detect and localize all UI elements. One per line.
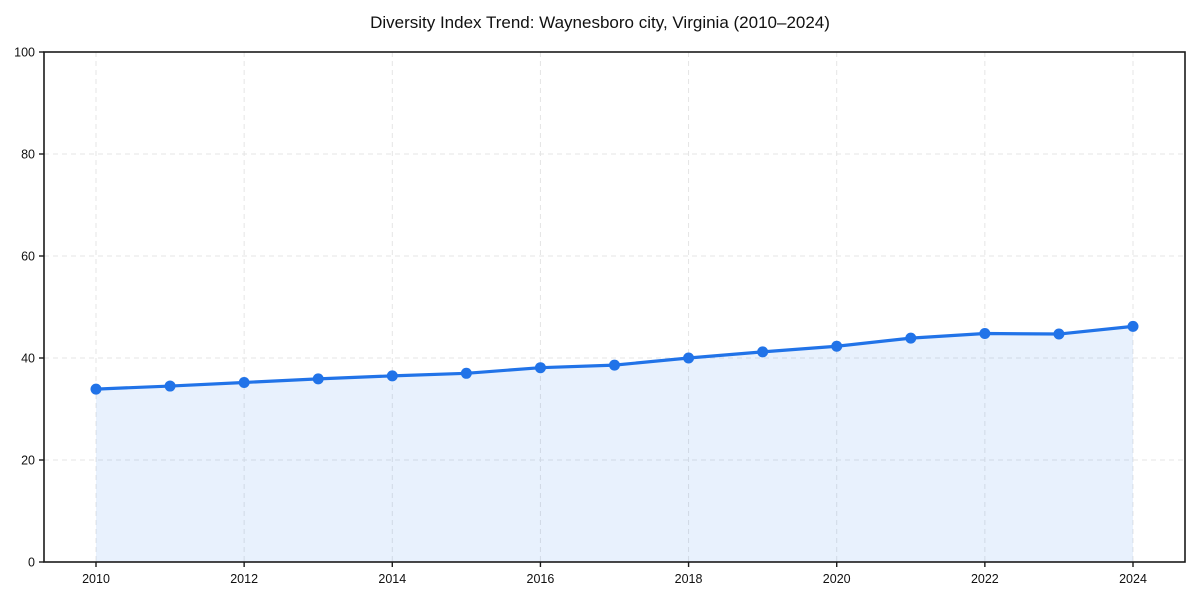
data-point-marker — [534, 362, 546, 374]
x-tick-label: 2012 — [230, 572, 258, 586]
area-fill — [96, 326, 1133, 562]
y-tick-label: 40 — [21, 352, 35, 366]
data-point-marker — [1053, 328, 1065, 340]
data-point-marker — [683, 352, 695, 364]
y-tick-label: 20 — [21, 454, 35, 468]
y-tick-label: 80 — [21, 148, 35, 162]
x-tick-label: 2010 — [82, 572, 110, 586]
data-point-marker — [1127, 320, 1139, 332]
y-tick-label: 60 — [21, 250, 35, 264]
data-point-marker — [312, 373, 324, 385]
y-tick-label: 0 — [28, 556, 35, 570]
x-tick-label: 2020 — [823, 572, 851, 586]
data-point-marker — [979, 328, 991, 340]
data-point-marker — [757, 346, 769, 358]
plot-border — [43, 51, 1186, 563]
data-point-marker — [831, 340, 843, 352]
x-tick-label: 2016 — [527, 572, 555, 586]
x-tick-label: 2024 — [1119, 572, 1147, 586]
x-tick-label: 2018 — [675, 572, 703, 586]
data-point-marker — [90, 383, 102, 395]
data-point-marker — [905, 332, 917, 344]
data-point-marker — [386, 370, 398, 382]
x-tick-label: 2022 — [971, 572, 999, 586]
data-point-marker — [609, 359, 620, 371]
x-tick-label: 2014 — [378, 572, 406, 586]
data-point-marker — [460, 367, 472, 379]
data-point-marker — [238, 376, 250, 388]
chart-title: Diversity Index Trend: Waynesboro city, … — [370, 13, 830, 32]
y-tick-label: 100 — [14, 46, 35, 60]
data-point-marker — [164, 380, 176, 392]
